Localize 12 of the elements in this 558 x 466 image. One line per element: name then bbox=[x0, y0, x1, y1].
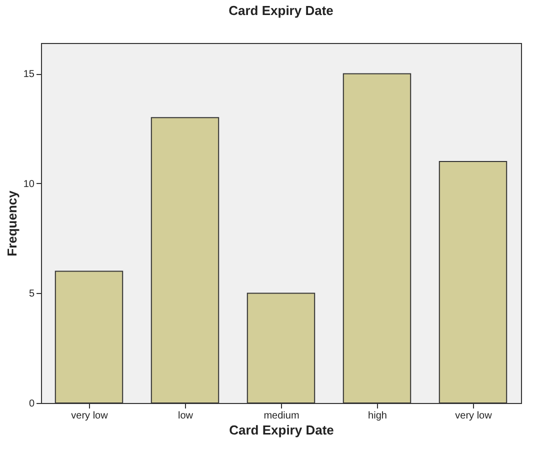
y-tick-label: 0 bbox=[28, 398, 35, 410]
x-tick-label: low bbox=[178, 410, 194, 422]
x-tick-label: medium bbox=[264, 410, 300, 422]
x-tick-label: high bbox=[368, 410, 387, 422]
y-tick-label: 5 bbox=[28, 288, 35, 300]
x-tick-label: very low bbox=[71, 410, 109, 422]
x-axis-title: Card Expiry Date bbox=[229, 422, 334, 438]
y-tick-label: 15 bbox=[23, 69, 35, 80]
y-tick-label: 10 bbox=[23, 178, 35, 190]
x-tick-label: very low bbox=[455, 410, 493, 422]
chart-title: Card Expiry Date bbox=[228, 3, 334, 18]
y-axis-title: Frequency bbox=[4, 190, 20, 256]
